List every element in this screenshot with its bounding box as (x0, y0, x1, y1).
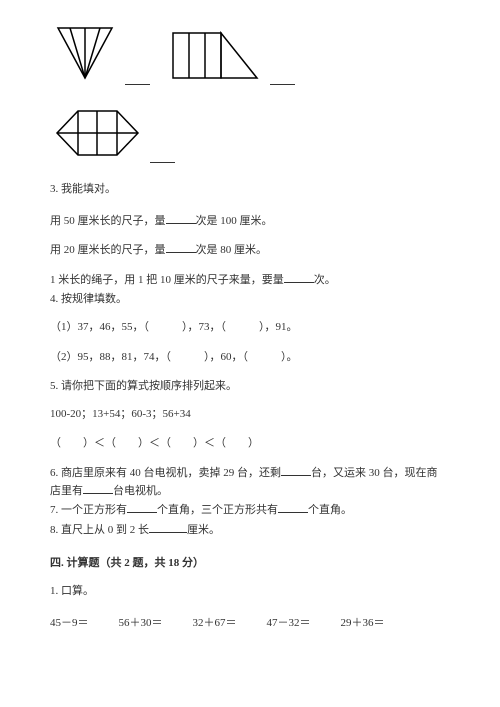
calc-4: 47－32＝ (267, 615, 311, 633)
figures-row (50, 20, 445, 85)
calc-row: 45－9＝ 56＋30＝ 32＋67＝ 47－32＝ 29＋36＝ (50, 615, 445, 633)
blank (149, 523, 187, 533)
q6c: 台电视机。 (113, 485, 168, 497)
q3-title: 3. 我能填对。 (50, 181, 445, 199)
q3-line2: 用 20 厘米长的尺子，量 次是 80 厘米。 (50, 242, 445, 260)
calc-2: 56＋30＝ (119, 615, 163, 633)
calc-5: 29＋36＝ (341, 615, 385, 633)
q3: 3. 我能填对。 (50, 181, 445, 199)
q8: 8. 直尺上从 0 到 2 长 厘米。 (50, 522, 445, 540)
q8b: 厘米。 (187, 524, 220, 536)
blank (166, 243, 196, 253)
figures-row-2 (50, 103, 445, 163)
q4-seq1: （1）37，46，55，（ ），73，（ ），91。 (50, 319, 445, 337)
blank-fig3 (150, 153, 175, 163)
q3-line1: 用 50 厘米长的尺子，量 次是 100 厘米。 (50, 213, 445, 231)
q5-order: （ ）＜（ ）＜（ ）＜（ ） (50, 435, 445, 453)
calc-3: 32＋67＝ (193, 615, 237, 633)
q6: 6. 商店里原来有 40 台电视机，卖掉 29 台，还剩台，又运来 30 台，现… (50, 465, 445, 500)
figure-2-block (165, 25, 295, 85)
blank (83, 484, 113, 494)
blank-fig2 (270, 75, 295, 85)
figure-3-block (50, 103, 175, 163)
blank (278, 503, 308, 513)
section4-title: 四. 计算题（共 2 题，共 18 分） (50, 555, 445, 573)
q5-title: 5. 请你把下面的算式按顺序排列起来。 (50, 378, 445, 396)
q7: 7. 一个正方形有 个直角，三个正方形共有 个直角。 (50, 502, 445, 520)
q6a: 6. 商店里原来有 40 台电视机，卖掉 29 台，还剩 (50, 467, 281, 479)
q7a: 7. 一个正方形有 (50, 504, 127, 516)
q3-l1a: 用 50 厘米长的尺子，量 (50, 215, 166, 227)
q5-expr: 100-20；13+54；60-3；56+34 (50, 406, 445, 424)
q7b: 个直角，三个正方形共有 (157, 504, 278, 516)
q7c: 个直角。 (308, 504, 352, 516)
q3-l2a: 用 20 厘米长的尺子，量 (50, 244, 166, 256)
figure-triangle (50, 20, 120, 85)
figure-rect-tri (165, 25, 265, 85)
blank (284, 273, 314, 283)
q3-l2b: 次是 80 厘米。 (196, 244, 268, 256)
section4-sub1: 1. 口算。 (50, 583, 445, 601)
blank (127, 503, 157, 513)
q3-line3: 1 米长的绳子，用 1 把 10 厘米的尺子来量，要量 次。 (50, 272, 445, 290)
q3-l3b: 次。 (314, 274, 336, 286)
blank (281, 466, 311, 476)
q4-title: 4. 按规律填数。 (50, 291, 445, 309)
q3-l1b: 次是 100 厘米。 (196, 215, 273, 227)
q4-seq2: （2）95，88，81，74，（ ），60，（ ）。 (50, 349, 445, 367)
q3-l3a: 1 米长的绳子，用 1 把 10 厘米的尺子来量，要量 (50, 274, 284, 286)
figure-1-block (50, 20, 150, 85)
figure-hexagon (50, 103, 145, 163)
calc-1: 45－9＝ (50, 615, 89, 633)
blank (166, 214, 196, 224)
q8a: 8. 直尺上从 0 到 2 长 (50, 524, 149, 536)
blank-fig1 (125, 75, 150, 85)
